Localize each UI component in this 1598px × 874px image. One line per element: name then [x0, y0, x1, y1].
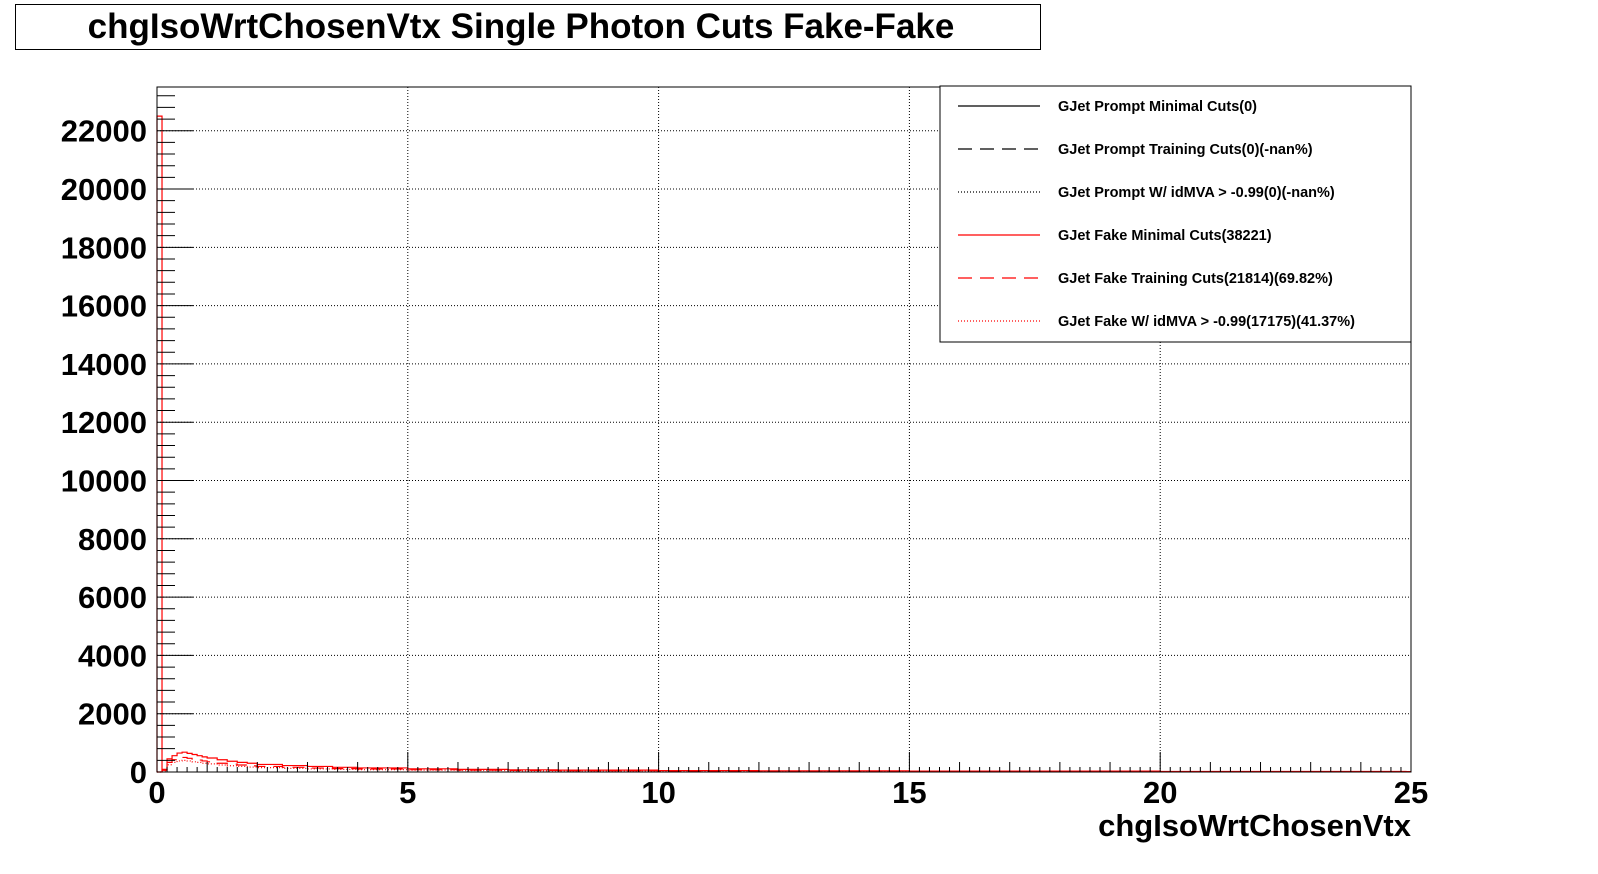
y-tick-label: 0 — [130, 755, 147, 790]
x-tick-label: 20 — [1143, 775, 1177, 810]
y-tick-label: 10000 — [61, 464, 147, 499]
y-tick-label: 6000 — [78, 580, 147, 615]
legend-box — [939, 85, 1412, 343]
x-tick-label: 0 — [148, 775, 165, 810]
legend-label-4: GJet Fake Minimal Cuts(38221) — [1058, 228, 1272, 244]
y-tick-label: 4000 — [78, 638, 147, 673]
y-tick-label: 18000 — [61, 230, 147, 265]
x-axis-title: chgIsoWrtChosenVtx — [1098, 808, 1412, 843]
legend-entries: GJet Prompt Minimal Cuts(0) GJet Prompt T… — [958, 99, 1355, 330]
chart-title-box: chgIsoWrtChosenVtx Single Photon Cuts Fa… — [15, 4, 1041, 50]
y-tick-labels: 0 2000 4000 6000 8000 10000 12000 14000 16000 180… — [61, 114, 147, 790]
y-tick-label: 20000 — [61, 172, 147, 207]
series-line-5 — [157, 756, 1411, 773]
y-tick-label: 14000 — [61, 347, 147, 382]
legend-label-6: GJet Fake W/ idMVA > -0.99(17175)(41.37%… — [1058, 314, 1355, 330]
chart-title: chgIsoWrtChosenVtx Single Photon Cuts Fa… — [87, 7, 955, 46]
plot-frame — [156, 86, 1412, 773]
x-tick-labels: 0 5 10 15 20 25 — [148, 775, 1428, 810]
legend-label-3: GJet Prompt W/ idMVA > -0.99(0)(-nan%) — [1058, 185, 1335, 201]
legend: GJet Prompt Minimal Cuts(0) GJet Prompt T… — [939, 85, 1412, 343]
y-tick-label: 2000 — [78, 697, 147, 732]
y-tick-label: 12000 — [61, 405, 147, 440]
y-tick-label: 8000 — [78, 522, 147, 557]
axis-ticks — [156, 95, 1412, 773]
x-tick-label: 10 — [641, 775, 675, 810]
legend-label-2: GJet Prompt Training Cuts(0)(-nan%) — [1058, 142, 1313, 158]
y-tick-label: 16000 — [61, 289, 147, 324]
legend-label-5: GJet Fake Training Cuts(21814)(69.82%) — [1058, 271, 1333, 287]
x-tick-label: 5 — [399, 775, 416, 810]
series-line-6 — [157, 759, 1411, 773]
x-tick-label: 15 — [892, 775, 926, 810]
y-tick-label: 22000 — [61, 114, 147, 149]
legend-label-1: GJet Prompt Minimal Cuts(0) — [1058, 99, 1257, 115]
x-tick-label: 25 — [1394, 775, 1428, 810]
